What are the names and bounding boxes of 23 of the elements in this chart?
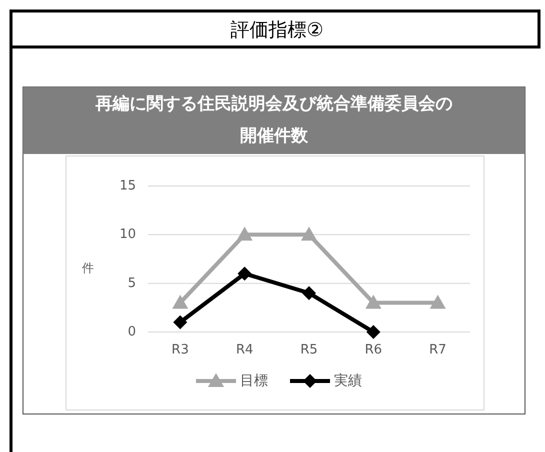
x-tick-label: R5 (300, 342, 318, 358)
legend-label: 実績 (334, 373, 362, 389)
y-tick-label: 15 (119, 178, 136, 194)
x-tick-label: R3 (172, 342, 189, 358)
y-axis-title: 件 (82, 261, 94, 275)
point (173, 315, 188, 330)
point (365, 294, 382, 309)
x-tick-label: R4 (236, 342, 254, 358)
text: 評価指標② (230, 19, 324, 41)
x-tick-label: R6 (364, 342, 382, 358)
x-tick-label: R7 (429, 342, 446, 358)
point (366, 325, 380, 339)
y-tick-label: 5 (128, 276, 136, 291)
point (172, 294, 188, 309)
point (236, 226, 253, 241)
point (238, 266, 252, 281)
chart-title: 再編に関する住民説明会及び統合準備委員会の開催件数 (94, 94, 452, 146)
legend-label: 目標 (240, 373, 268, 389)
point (430, 294, 446, 309)
y-tick-label: 10 (119, 227, 136, 242)
point (301, 226, 317, 241)
point (302, 286, 316, 300)
y-tick-label: 0 (128, 324, 136, 340)
